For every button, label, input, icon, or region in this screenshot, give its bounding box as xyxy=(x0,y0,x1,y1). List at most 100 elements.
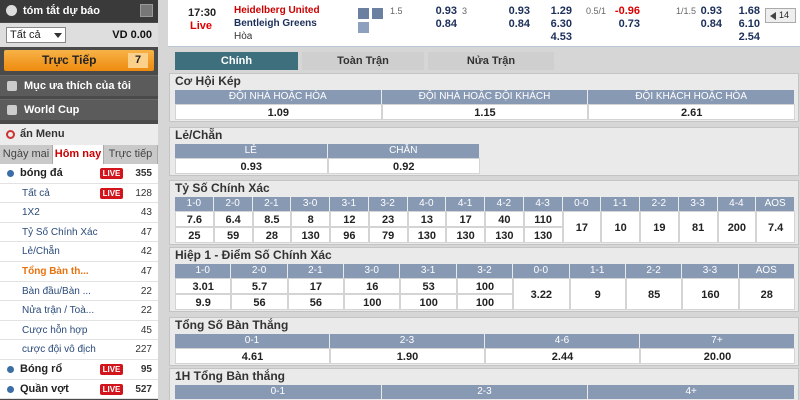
odds-cell[interactable]: 6.4 xyxy=(213,211,253,227)
odds-cell[interactable]: 3.22 xyxy=(513,278,570,310)
filter-select[interactable]: Tất cả xyxy=(6,27,66,43)
odds-cell[interactable]: 0.92 xyxy=(327,158,480,174)
odds-cell[interactable]: 2.61 xyxy=(588,104,795,120)
odds-cell[interactable]: 1.09 xyxy=(175,104,382,120)
odds-cell[interactable]: 100 xyxy=(456,294,514,310)
odds-cell[interactable]: 10 xyxy=(601,211,640,243)
odds-cell[interactable]: 96 xyxy=(330,227,369,243)
odds-cell[interactable]: 200 xyxy=(717,211,757,243)
odds-value[interactable]: 1.68 xyxy=(738,5,760,17)
menu-item[interactable]: Bàn đầu/Bàn ... 22 xyxy=(0,281,158,302)
odds-value[interactable]: 0.93 xyxy=(508,5,530,17)
column-header: 3-3 xyxy=(678,197,718,211)
odds-cell[interactable]: 12 xyxy=(330,211,369,227)
odds-value[interactable]: 4.53 xyxy=(550,31,572,43)
odds-value[interactable]: 0.93 xyxy=(435,5,457,17)
odds-cell[interactable]: 4.61 xyxy=(175,348,330,364)
odds-cell[interactable]: 160 xyxy=(682,278,739,310)
sidebar-link[interactable]: World Cup xyxy=(0,99,158,120)
odds-cell[interactable]: 56 xyxy=(231,294,288,310)
odds-value[interactable]: 0.93 xyxy=(700,5,722,17)
odds-cell[interactable]: 17 xyxy=(446,211,485,227)
odds-cell[interactable]: 17 xyxy=(287,278,345,294)
column-header: 2-3 xyxy=(381,385,589,399)
odds-cell[interactable]: 100 xyxy=(344,294,401,310)
odds-cell[interactable]: 1.15 xyxy=(381,104,589,120)
odds-cell[interactable]: 40 xyxy=(485,211,524,227)
odds-value[interactable]: 6.10 xyxy=(738,18,760,30)
odds-value[interactable]: 0.73 xyxy=(618,18,640,30)
odds-cell[interactable]: 28 xyxy=(252,227,292,243)
menu-item[interactable]: Quần vợt LIVE 527 xyxy=(0,379,158,400)
odds-value[interactable]: 2.54 xyxy=(738,31,760,43)
odds-cell[interactable]: 19 xyxy=(640,211,679,243)
odds-cell[interactable]: 53 xyxy=(400,278,457,294)
live-badge: LIVE xyxy=(100,383,123,395)
menu-item[interactable]: Lẻ/Chẵn 42 xyxy=(0,242,158,262)
menu-item[interactable]: Nửa trận / Toà... 22 xyxy=(0,301,158,321)
sidebar-tab[interactable]: Trực tiếp xyxy=(104,145,158,164)
odds-cell[interactable]: 81 xyxy=(678,211,718,243)
odds-cell[interactable]: 59 xyxy=(213,227,253,243)
odds-cell[interactable]: 25 xyxy=(175,227,214,243)
odds-cell[interactable]: 8.5 xyxy=(252,211,292,227)
menu-item[interactable]: Tỷ Số Chính Xác 47 xyxy=(0,222,158,243)
sidebar-tab[interactable]: Ngày mai xyxy=(0,145,53,164)
odds-cell[interactable]: 56 xyxy=(287,294,345,310)
odds-cell[interactable]: 17 xyxy=(562,211,602,243)
link-label: World Cup xyxy=(24,104,80,116)
odds-cell[interactable]: 100 xyxy=(400,294,457,310)
odds-value[interactable]: 0.84 xyxy=(435,18,457,30)
odds-cell[interactable]: 13 xyxy=(407,211,447,227)
odds-cell[interactable]: 79 xyxy=(368,227,408,243)
odds-cell[interactable]: 130 xyxy=(523,227,563,243)
menu-item[interactable]: 1X2 43 xyxy=(0,203,158,223)
live-button[interactable]: Trực Tiếp 7 xyxy=(4,50,154,71)
odds-cell[interactable]: 100 xyxy=(456,278,514,294)
odds-cell[interactable]: 5.7 xyxy=(231,278,288,294)
odds-cell[interactable]: 85 xyxy=(625,278,683,310)
sidebar-tab[interactable]: Hôm nay xyxy=(53,145,104,164)
more-arrow xyxy=(770,12,776,20)
menu-item[interactable]: Tất cả LIVE 128 xyxy=(0,183,158,204)
menu-item[interactable]: bóng đá LIVE 355 xyxy=(0,164,158,184)
odds-cell[interactable]: 0.93 xyxy=(175,158,328,174)
market-tab[interactable]: Chính xyxy=(175,52,298,70)
odds-cell[interactable]: 9 xyxy=(569,278,626,310)
odds-cell[interactable]: 7.4 xyxy=(756,211,795,243)
odds-cell[interactable]: 110 xyxy=(523,211,563,227)
market-title: Lẻ/Chẵn xyxy=(175,128,223,142)
odds-cell[interactable]: 16 xyxy=(344,278,401,294)
stats-icon[interactable] xyxy=(358,8,369,19)
odds-cell[interactable]: 3.01 xyxy=(175,278,232,294)
odds-value[interactable]: -0.96 xyxy=(614,5,640,17)
menu-item[interactable]: cược đội vô địch 227 xyxy=(0,340,158,360)
menu-item[interactable]: Cược hỗn hợp 45 xyxy=(0,320,158,341)
sidebar-link[interactable]: Mục ưa thích của tôi xyxy=(0,75,158,96)
odds-value[interactable]: 6.30 xyxy=(550,18,572,30)
menu-item[interactable]: Tổng Bàn th... 47 xyxy=(0,262,158,282)
odds-cell[interactable]: 7.6 xyxy=(175,211,214,227)
market-tab[interactable]: Nửa Trận xyxy=(428,52,554,70)
market-tab[interactable]: Toàn Trận xyxy=(302,52,424,70)
odds-cell[interactable]: 20.00 xyxy=(640,348,795,364)
odds-cell[interactable]: 130 xyxy=(407,227,447,243)
odds-value[interactable]: 0.84 xyxy=(700,18,722,30)
odds-cell[interactable]: 28 xyxy=(738,278,795,310)
favorite-icon[interactable] xyxy=(372,8,383,19)
odds-value[interactable]: 0.84 xyxy=(508,18,530,30)
odds-cell[interactable]: 2.44 xyxy=(485,348,640,364)
column-header: ĐỘI KHÁCH HOẶC HÒA xyxy=(588,90,795,104)
more-markets[interactable]: 14 xyxy=(765,8,796,23)
odds-cell[interactable]: 9.9 xyxy=(175,294,232,310)
odds-cell[interactable]: 130 xyxy=(446,227,485,243)
collapse-button[interactable] xyxy=(140,4,153,17)
odds-cell[interactable]: 1.90 xyxy=(330,348,485,364)
odds-cell[interactable]: 8 xyxy=(291,211,330,227)
tv-icon[interactable] xyxy=(358,22,369,33)
odds-cell[interactable]: 130 xyxy=(291,227,330,243)
menu-item[interactable]: Bóng rổ LIVE 95 xyxy=(0,360,158,380)
odds-cell[interactable]: 130 xyxy=(485,227,524,243)
odds-cell[interactable]: 23 xyxy=(368,211,408,227)
odds-value[interactable]: 1.29 xyxy=(550,5,572,17)
